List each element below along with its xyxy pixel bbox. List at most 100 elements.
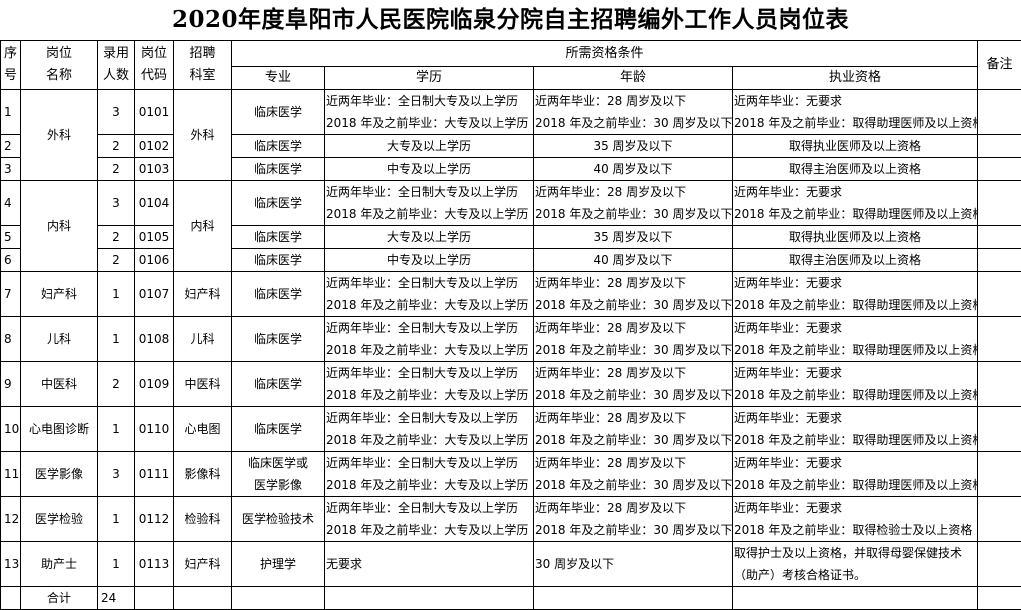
hire-count: 1 — [98, 497, 135, 542]
education-line: 2018 年及之前毕业：大专及以上学历 — [326, 339, 532, 361]
major: 临床医学或医学影像 — [232, 452, 325, 497]
row-no: 11 — [1, 452, 21, 497]
empty-cell — [135, 587, 174, 610]
license-line: 近两年毕业：无要求 — [734, 181, 976, 203]
education-line: 近两年毕业：全日制大专及以上学历 — [326, 407, 532, 429]
major-line: 临床医学 — [233, 135, 323, 157]
department: 外科 — [174, 90, 232, 181]
header-code: 岗位代码 — [135, 41, 174, 90]
empty-cell — [978, 587, 1021, 610]
age-line: 近两年毕业：28 周岁及以下 — [535, 181, 731, 203]
education-line: 近两年毕业：全日制大专及以上学历 — [326, 181, 532, 203]
age: 35 周岁及以下 — [534, 135, 733, 158]
hire-count: 1 — [98, 317, 135, 362]
age-line: 30 周岁及以下 — [535, 553, 731, 575]
education-line: 近两年毕业：全日制大专及以上学历 — [326, 497, 532, 519]
age-line: 2018 年及之前毕业：30 周岁及以下 — [535, 339, 731, 361]
remark — [978, 452, 1021, 497]
age-line: 40 周岁及以下 — [535, 249, 731, 271]
major-line: 临床医学 — [233, 283, 323, 305]
hire-count: 1 — [98, 272, 135, 317]
age-line: 2018 年及之前毕业：30 周岁及以下 — [535, 474, 731, 496]
age-line: 2018 年及之前毕业：30 周岁及以下 — [535, 519, 731, 541]
row-no: 4 — [1, 181, 21, 226]
license-line: 取得护士及以上资格，并取得母婴保健技术（助产）考核合格证书。 — [734, 542, 976, 586]
education-line: 近两年毕业：全日制大专及以上学历 — [326, 452, 532, 474]
department: 中医科 — [174, 362, 232, 407]
license: 取得主治医师及以上资格 — [733, 249, 978, 272]
header-qualifications: 所需资格条件 — [232, 41, 978, 67]
remark — [978, 497, 1021, 542]
position-code: 0108 — [135, 317, 174, 362]
position-code: 0105 — [135, 226, 174, 249]
position-name: 助产士 — [21, 542, 98, 587]
age: 40 周岁及以下 — [534, 158, 733, 181]
age: 35 周岁及以下 — [534, 226, 733, 249]
age-line: 近两年毕业：28 周岁及以下 — [535, 90, 731, 112]
license-line: 近两年毕业：无要求 — [734, 452, 976, 474]
education-line: 近两年毕业：全日制大专及以上学历 — [326, 317, 532, 339]
row-no: 12 — [1, 497, 21, 542]
hire-count: 1 — [98, 542, 135, 587]
education-line: 大专及以上学历 — [326, 226, 532, 248]
position-code: 0109 — [135, 362, 174, 407]
major-line: 护理学 — [233, 553, 323, 575]
age-line: 35 周岁及以下 — [535, 226, 731, 248]
department: 影像科 — [174, 452, 232, 497]
position-name: 医学检验 — [21, 497, 98, 542]
education: 中专及以上学历 — [325, 249, 534, 272]
total-label: 合计 — [21, 587, 98, 610]
remark — [978, 135, 1021, 158]
education-line: 中专及以上学历 — [326, 158, 532, 180]
position-code: 0113 — [135, 542, 174, 587]
department: 儿科 — [174, 317, 232, 362]
age-line: 近两年毕业：28 周岁及以下 — [535, 497, 731, 519]
major-line: 医学检验技术 — [233, 508, 323, 530]
education-line: 近两年毕业：全日制大专及以上学历 — [326, 362, 532, 384]
hire-count: 2 — [98, 226, 135, 249]
row-no: 8 — [1, 317, 21, 362]
age-line: 2018 年及之前毕业：30 周岁及以下 — [535, 384, 731, 406]
header-license: 执业资格 — [733, 67, 978, 90]
major: 临床医学 — [232, 181, 325, 226]
major-line: 临床医学或 — [233, 452, 323, 474]
department: 检验科 — [174, 497, 232, 542]
license-line: 取得主治医师及以上资格 — [734, 158, 976, 180]
major: 临床医学 — [232, 226, 325, 249]
age-line: 近两年毕业：28 周岁及以下 — [535, 452, 731, 474]
age-line: 近两年毕业：28 周岁及以下 — [535, 317, 731, 339]
major-line: 临床医学 — [233, 158, 323, 180]
remark — [978, 362, 1021, 407]
license-line: 2018 年及之前毕业：取得助理医师及以上资格 — [734, 474, 976, 496]
row-no: 1 — [1, 90, 21, 135]
remark — [978, 90, 1021, 135]
remark — [978, 226, 1021, 249]
header-name: 岗位名称 — [21, 41, 98, 90]
license-line: 近两年毕业：无要求 — [734, 272, 976, 294]
position-code: 0103 — [135, 158, 174, 181]
remark — [978, 542, 1021, 587]
total-no-cell — [1, 587, 21, 610]
license-line: 2018 年及之前毕业：取得助理医师及以上资格 — [734, 112, 976, 134]
position-code: 0107 — [135, 272, 174, 317]
education-line: 无要求 — [326, 553, 532, 575]
major-line: 临床医学 — [233, 192, 323, 214]
